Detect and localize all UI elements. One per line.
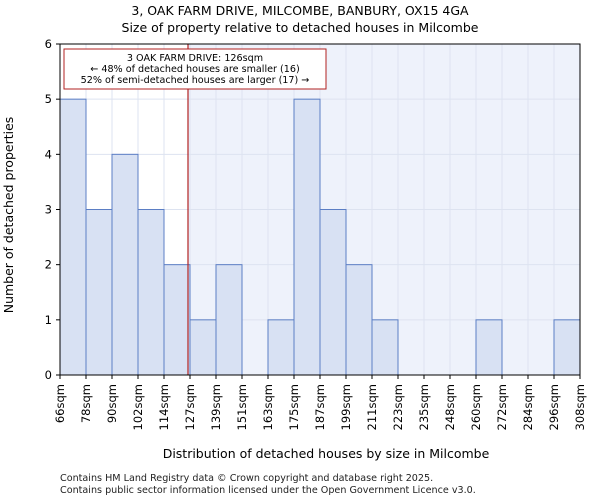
y-axis-label: Number of detached properties bbox=[1, 117, 16, 314]
bar-187sqm bbox=[319, 209, 347, 376]
bar-211sqm bbox=[371, 319, 399, 376]
x-tick-label: 90sqm bbox=[105, 384, 119, 423]
bars bbox=[59, 98, 581, 376]
annotation-line-1: 3 OAK FARM DRIVE: 126sqm bbox=[127, 53, 263, 64]
annotation-line-2: ← 48% of detached houses are smaller (16… bbox=[90, 64, 299, 75]
x-tick-label: 235sqm bbox=[417, 384, 431, 430]
x-tick-label: 175sqm bbox=[287, 384, 301, 430]
x-tick-label: 284sqm bbox=[521, 384, 535, 430]
x-tick-label: 114sqm bbox=[157, 384, 171, 430]
bar-66sqm bbox=[59, 98, 87, 376]
x-tick-label: 78sqm bbox=[79, 384, 93, 423]
annotation-line-3: 52% of semi-detached houses are larger (… bbox=[81, 75, 310, 86]
y-tick-label: 3 bbox=[45, 203, 52, 217]
x-tick-labels: 66sqm 78sqm 90sqm 102sqm 114sqm 127sqm 139sqm 1… bbox=[53, 375, 587, 430]
x-tick-label: 163sqm bbox=[261, 384, 275, 430]
x-tick-label: 260sqm bbox=[469, 384, 483, 430]
footer-line-2: Contains public sector information licen… bbox=[60, 485, 476, 496]
y-tick-label: 1 bbox=[45, 313, 52, 327]
y-tick-labels: 0 1 2 3 4 5 6 bbox=[45, 37, 60, 382]
bar-296sqm bbox=[553, 319, 581, 376]
x-tick-label: 296sqm bbox=[547, 384, 561, 430]
bar-127sqm bbox=[189, 319, 217, 376]
y-tick-label: 4 bbox=[45, 147, 52, 161]
x-tick-label: 223sqm bbox=[391, 384, 405, 430]
x-tick-label: 66sqm bbox=[53, 384, 67, 423]
y-tick-label: 6 bbox=[45, 37, 52, 51]
bar-163sqm bbox=[267, 319, 295, 376]
x-tick-label: 248sqm bbox=[443, 384, 457, 430]
x-tick-label: 139sqm bbox=[209, 384, 223, 430]
bar-114sqm bbox=[163, 264, 191, 376]
chart-title: 3, OAK FARM DRIVE, MILCOMBE, BANBURY, OX… bbox=[131, 3, 469, 18]
x-tick-label: 199sqm bbox=[339, 384, 353, 430]
bar-139sqm bbox=[215, 264, 243, 376]
bar-90sqm bbox=[111, 153, 139, 376]
y-tick-label: 2 bbox=[45, 258, 52, 272]
bar-78sqm bbox=[85, 209, 113, 376]
chart-subtitle: Size of property relative to detached ho… bbox=[122, 20, 479, 35]
x-axis-label: Distribution of detached houses by size … bbox=[163, 446, 490, 461]
x-tick-label: 211sqm bbox=[365, 384, 379, 430]
x-tick-label: 272sqm bbox=[495, 384, 509, 430]
bar-175sqm bbox=[293, 98, 321, 376]
x-tick-label: 308sqm bbox=[573, 384, 587, 430]
footer-line-1: Contains HM Land Registry data © Crown c… bbox=[60, 473, 434, 484]
annotation-box: 3 OAK FARM DRIVE: 126sqm ← 48% of detach… bbox=[63, 48, 327, 90]
x-tick-label: 127sqm bbox=[183, 384, 197, 430]
x-tick-label: 102sqm bbox=[131, 384, 145, 430]
y-tick-label: 0 bbox=[45, 368, 52, 382]
bar-199sqm bbox=[345, 264, 373, 376]
x-tick-label: 187sqm bbox=[313, 384, 327, 430]
x-tick-label: 151sqm bbox=[235, 384, 249, 430]
bar-102sqm bbox=[137, 209, 165, 376]
y-tick-label: 5 bbox=[45, 92, 52, 106]
bar-260sqm bbox=[475, 319, 503, 376]
histogram-chart: 0 1 2 3 4 5 6 66sqm 78sqm 90sqm 102sqm 114sqm 127sq… bbox=[1, 3, 587, 461]
